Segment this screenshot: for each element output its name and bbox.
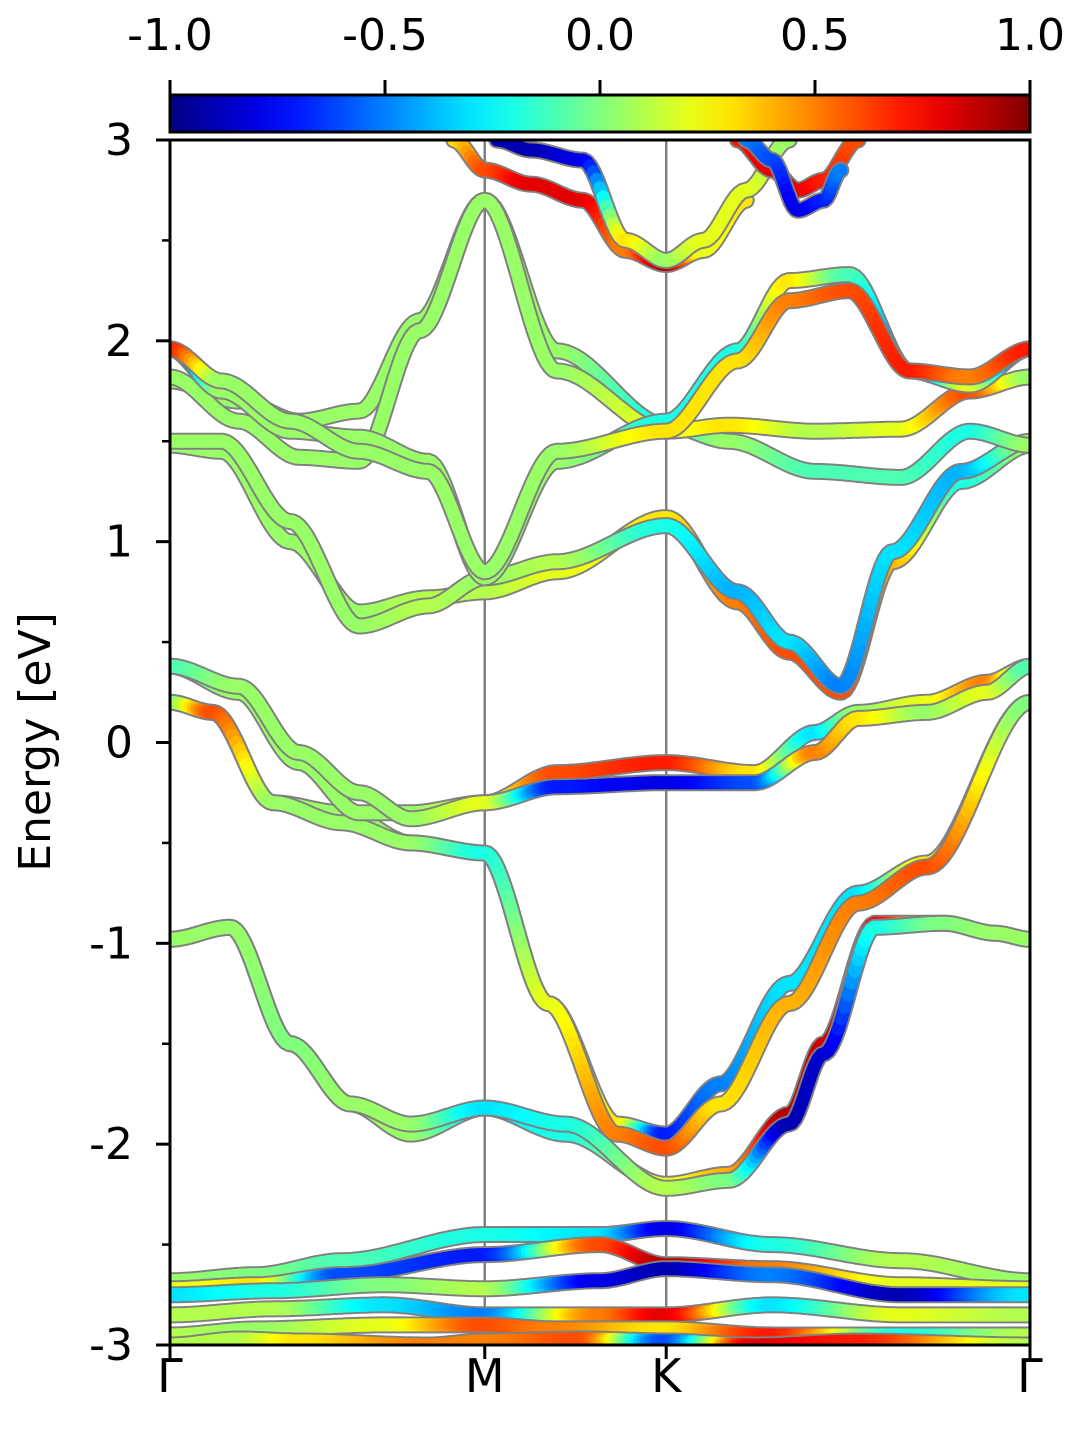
colorbar-tick-label: 1.0 xyxy=(995,10,1065,61)
band-line xyxy=(170,1296,1030,1324)
colorbar-tick-label: -0.5 xyxy=(342,10,428,61)
kpath-vertical-lines xyxy=(483,140,668,1345)
colorbar-tick-label: -1.0 xyxy=(127,10,213,61)
band-outline xyxy=(170,657,1030,828)
band-line xyxy=(170,1260,1030,1304)
band-segment xyxy=(831,163,848,179)
band-line xyxy=(170,191,1030,470)
colorbar: -1.0 -0.5 0.0 0.5 1.0 xyxy=(127,10,1065,134)
band-line xyxy=(737,140,850,219)
bands xyxy=(170,140,1030,1345)
band-line xyxy=(170,282,1030,581)
band-line xyxy=(170,914,1030,1197)
band-line xyxy=(170,657,1030,828)
band-line xyxy=(170,693,1030,1157)
plot-frame xyxy=(168,138,1032,1347)
colorbar-tick-label: 0.0 xyxy=(565,10,635,61)
colorbar-tick-label: 0.5 xyxy=(780,10,850,61)
colorbar-gradient xyxy=(168,93,1032,134)
colorbar-ticks: -1.0 -0.5 0.0 0.5 1.0 xyxy=(127,10,1065,95)
